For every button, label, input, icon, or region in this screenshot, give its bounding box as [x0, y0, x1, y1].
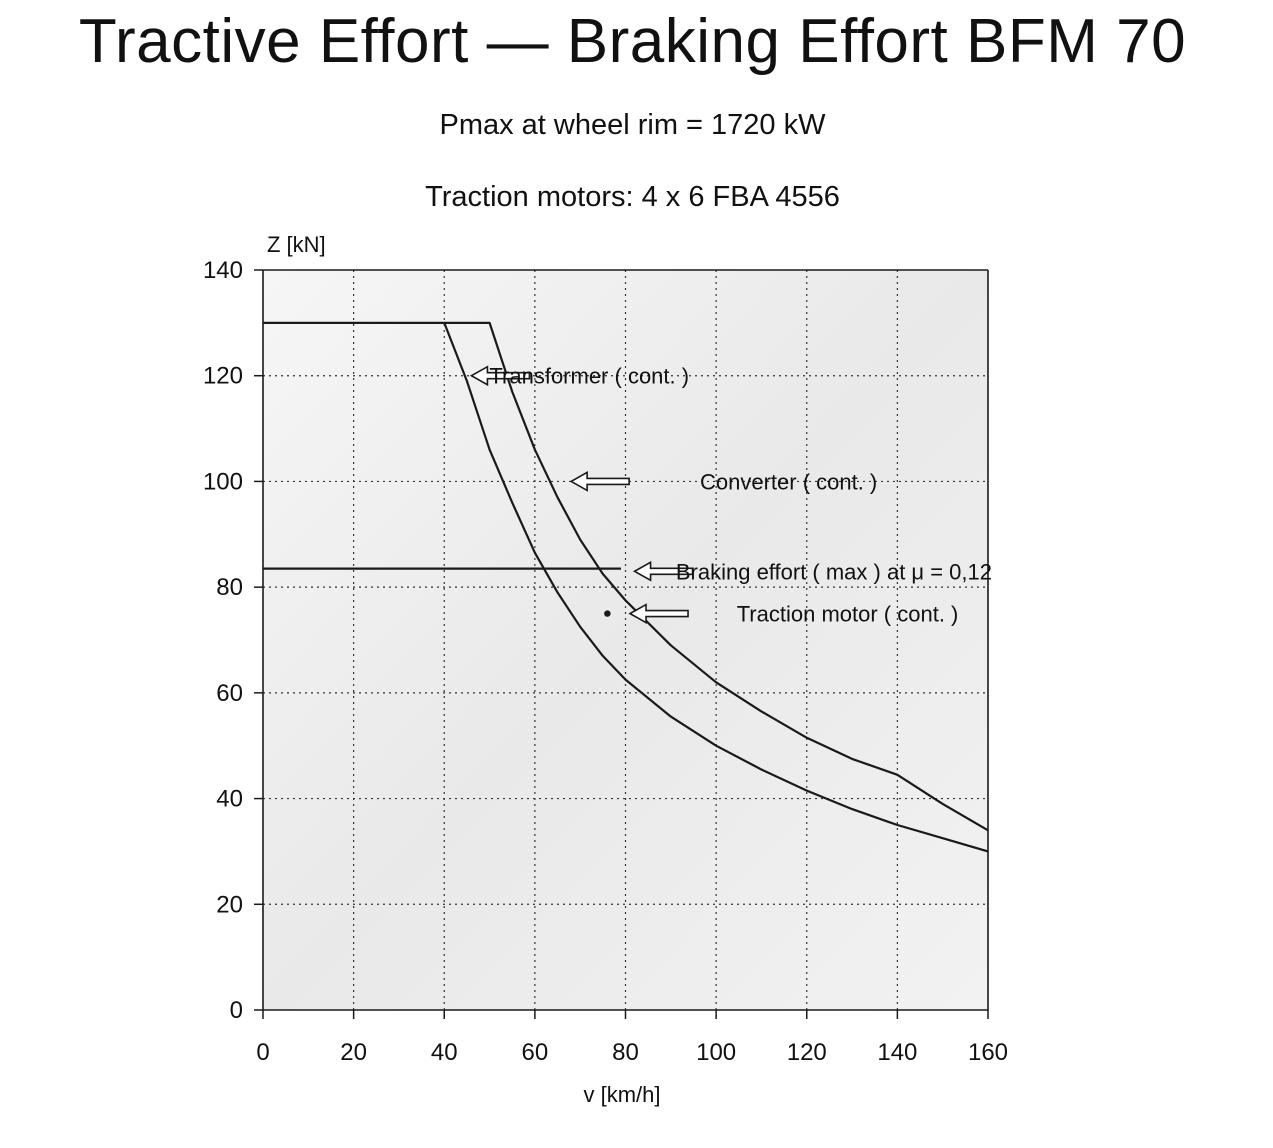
annotation-arrow-1	[469, 365, 531, 387]
x-tick-label-0: 0	[256, 1039, 269, 1066]
annotation-label-1: Transformer ( cont. )	[489, 364, 689, 389]
y-tick-label-140: 140	[203, 257, 243, 284]
annotation-arrow-4	[628, 603, 689, 624]
y-tick-label-80: 80	[216, 574, 243, 601]
horizontal-gridlines	[263, 375, 988, 905]
plot-background	[263, 270, 988, 1010]
x-tick-labels: 0 20 40 60 80 100 120 140 160	[256, 1039, 1008, 1066]
chart-subtitle-power: Pmax at wheel rim = 1720 kW	[439, 109, 826, 141]
chart-title: Tractive Effort — Braking Effort BFM 70	[78, 7, 1187, 76]
axis-ticks	[254, 269, 989, 1019]
x-tick-label-120: 120	[787, 1039, 827, 1066]
x-tick-label-20: 20	[340, 1039, 367, 1066]
x-axis-label: v [km/h]	[583, 1082, 660, 1107]
y-tick-label-0: 0	[230, 997, 243, 1024]
series-transformer-line	[263, 321, 989, 832]
y-tick-label-20: 20	[216, 891, 243, 918]
x-tick-label-160: 160	[968, 1039, 1008, 1066]
annotation-label-2: Converter ( cont. )	[700, 469, 877, 494]
x-tick-label-100: 100	[696, 1039, 736, 1066]
annotation-layer: Transformer ( cont. ) Converter ( cont. )…	[469, 364, 992, 627]
y-tick-label-120: 120	[203, 363, 243, 390]
series-converter-line	[443, 322, 989, 853]
series-layer	[263, 321, 989, 853]
series-traction-motor-point	[604, 610, 611, 617]
y-tick-labels: 0 20 40 60 80 100 120 140	[203, 257, 243, 1024]
x-tick-label-140: 140	[877, 1039, 917, 1066]
y-tick-label-40: 40	[216, 786, 243, 813]
y-axis-label: Z [kN]	[267, 232, 326, 257]
y-tick-label-100: 100	[203, 468, 243, 495]
annotation-arrow-2	[569, 471, 630, 492]
annotation-label-3: Braking effort ( max ) at μ = 0,12	[676, 559, 992, 584]
annotation-arrow-3	[632, 560, 694, 582]
x-tick-label-80: 80	[612, 1039, 639, 1066]
x-tick-label-60: 60	[522, 1039, 549, 1066]
y-tick-label-60: 60	[216, 680, 243, 707]
annotation-label-4: Traction motor ( cont. )	[737, 602, 959, 627]
chart-subtitle-motors: Traction motors: 4 x 6 FBA 4556	[425, 181, 840, 213]
x-tick-label-40: 40	[431, 1039, 458, 1066]
